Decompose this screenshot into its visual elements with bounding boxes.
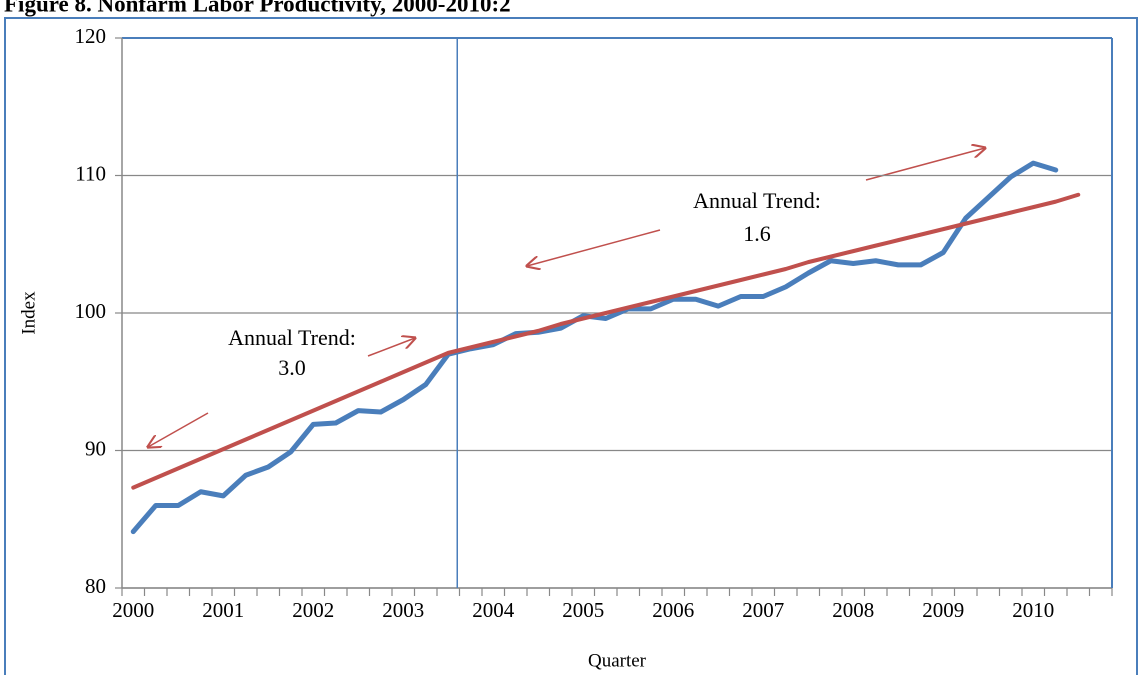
series-line [131,192,1081,490]
y-tick-label: 110 [75,161,106,185]
x-tick-label: 2001 [202,598,244,622]
arrow [865,148,985,181]
annotation: Annual Trend: [693,188,821,213]
arrow [367,338,415,357]
frame [4,17,1138,675]
annotation: 1.6 [743,221,771,246]
annotation: Annual Trend: [228,325,356,350]
x-axis-label: Quarter [588,650,647,671]
x-tick-label: 2003 [382,598,424,622]
y-tick-label: 120 [75,24,107,48]
y-tick-label: 90 [85,436,106,460]
y-tick-label: 100 [75,299,107,323]
arrow [148,412,209,447]
y-tick-label: 80 [85,574,106,598]
y-axis-label: Index [18,291,39,335]
x-tick-label: 2002 [292,598,334,622]
annotation: 3.0 [278,355,306,380]
x-tick-label: 2007 [742,598,784,622]
arrow [527,229,661,266]
x-tick-label: 2008 [832,598,874,622]
x-tick-label: 2000 [112,598,154,622]
chart-title: Figure 8. Nonfarm Labor Productivity, 20… [4,0,511,16]
x-tick-label: 2004 [472,598,515,622]
arrows [148,148,985,447]
x-tick-label: 2005 [562,598,604,622]
x-tick-label: 2010 [1012,598,1054,622]
x-tick-label: 2009 [922,598,964,622]
x-tick-label: 2006 [652,598,694,622]
